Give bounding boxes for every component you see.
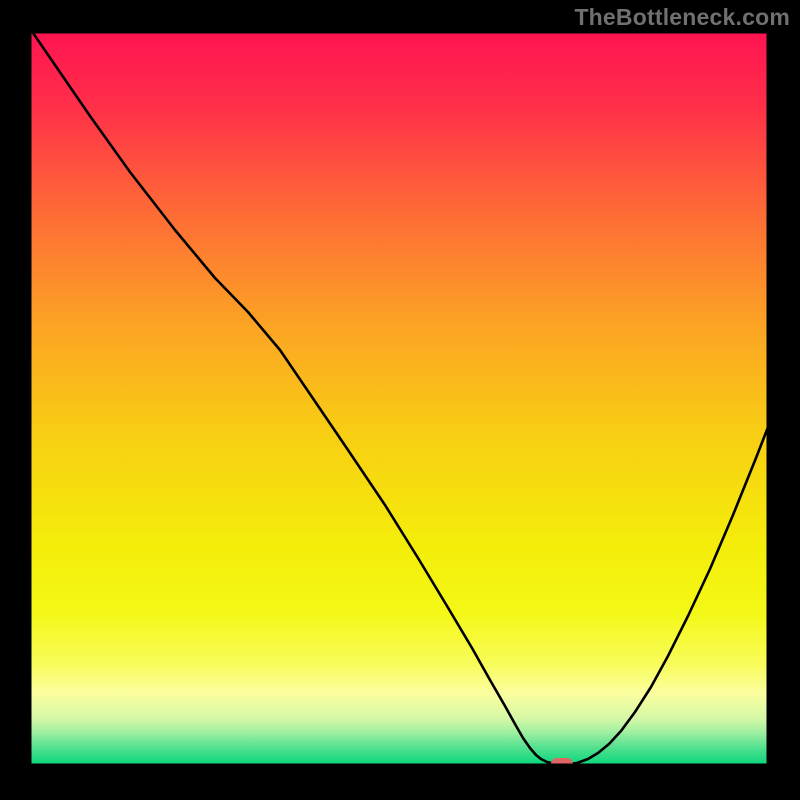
plot-background xyxy=(28,30,770,767)
watermark-label: TheBottleneck.com xyxy=(574,4,790,31)
bottleneck-chart: TheBottleneck.com xyxy=(0,0,800,800)
chart-svg xyxy=(0,0,800,800)
